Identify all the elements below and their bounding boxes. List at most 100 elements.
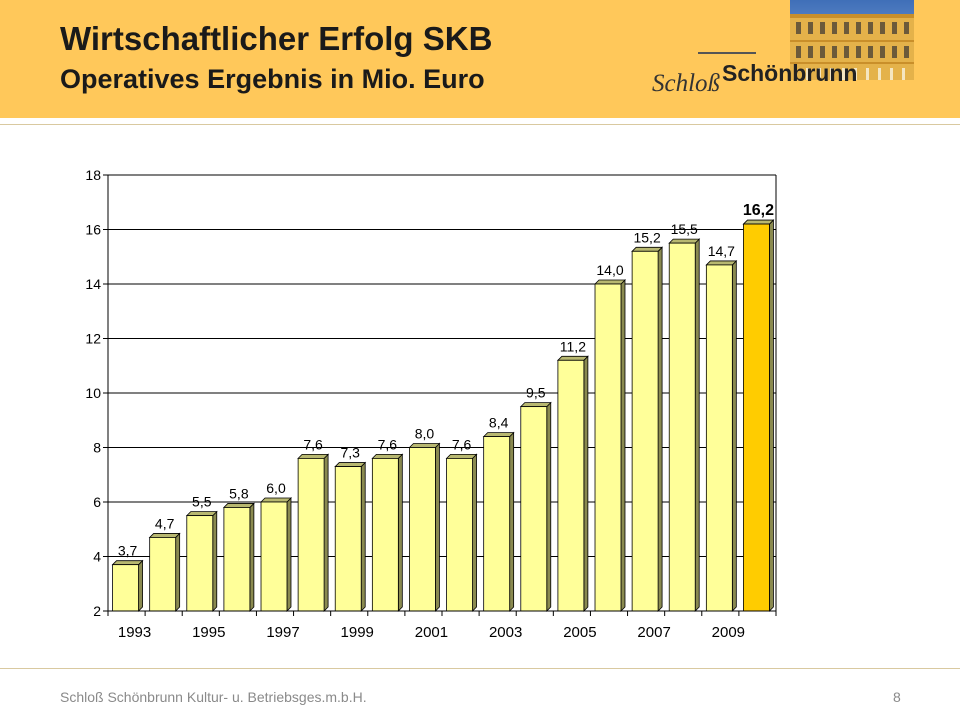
bar-2005: [556, 355, 589, 612]
grid-lines: [108, 174, 776, 557]
bar-front: [743, 223, 770, 612]
bar-front: [409, 447, 436, 612]
y-tick-label: 8: [93, 440, 101, 456]
bar-1994: [148, 532, 181, 612]
header-divider: [0, 124, 960, 125]
bar-2002: [445, 453, 478, 612]
data-label: 11,2: [560, 338, 586, 354]
page-number: 8: [893, 689, 901, 705]
bar-top: [111, 560, 144, 566]
bar-top: [260, 497, 292, 503]
bar-1998: [297, 453, 330, 612]
bar-front: [446, 457, 473, 612]
y-tick-label: 14: [85, 276, 101, 292]
bar-1996: [222, 502, 255, 612]
bar-top: [668, 238, 701, 244]
data-label: 5,5: [192, 494, 212, 510]
footer-company: Schloß Schönbrunn Kultur- u. Betriebsges…: [60, 689, 367, 705]
bar-top: [408, 443, 441, 448]
data-label: 15,5: [671, 221, 698, 237]
bar-side: [286, 497, 292, 612]
bar-side: [769, 219, 774, 612]
bars: [111, 219, 775, 612]
x-tick-label: 1995: [192, 624, 225, 641]
data-label: 7,6: [303, 436, 323, 452]
bar-front: [520, 406, 548, 612]
bar-2007: [631, 246, 664, 612]
bar-top: [705, 260, 738, 266]
bar-front: [705, 264, 733, 612]
bar-side: [175, 532, 181, 612]
data-label: 16,2: [743, 202, 774, 219]
bar-front: [149, 537, 177, 612]
data-label: 7,6: [378, 436, 398, 452]
logo-name: Schönbrunn: [722, 60, 858, 86]
y-tick-label: 6: [93, 494, 101, 510]
y-tick-label: 2: [93, 603, 101, 619]
x-tick-label: 1993: [118, 624, 151, 641]
data-label: 5,8: [229, 485, 249, 501]
bar-side: [212, 510, 218, 612]
data-label: 14,0: [596, 262, 623, 278]
bar-side: [360, 461, 366, 612]
data-label: 9,5: [526, 385, 546, 401]
bar-side: [435, 442, 440, 612]
y-tick-label: 18: [85, 167, 101, 183]
schoenbrunn-logo: Schloß Schönbrunn: [648, 0, 914, 118]
data-label: 7,3: [340, 445, 360, 461]
bar-side: [546, 401, 552, 612]
x-tick-label: 2007: [637, 624, 670, 641]
bar-side: [620, 279, 626, 612]
bar-2001: [408, 442, 441, 612]
x-tick-label: 2005: [563, 624, 596, 641]
bar-front: [223, 507, 251, 612]
bar-front: [631, 250, 659, 612]
bar-side: [138, 559, 143, 612]
data-label: 8,0: [415, 426, 435, 442]
bar-2003: [482, 431, 515, 612]
bar-front: [557, 359, 585, 612]
bar-2000: [371, 453, 404, 612]
bar-side: [583, 355, 589, 612]
bar-side: [731, 259, 737, 612]
bar-top: [445, 453, 478, 459]
data-label: 6,0: [266, 480, 286, 496]
bar-side: [694, 238, 700, 612]
bar-side: [657, 246, 663, 612]
bar-side: [323, 453, 329, 612]
data-label: 7,6: [452, 436, 472, 452]
data-label: 15,2: [633, 229, 660, 245]
bar-top: [185, 511, 218, 517]
page-subtitle: Operatives Ergebnis in Mio. Euro: [60, 64, 485, 94]
y-tick-label: 4: [93, 549, 101, 565]
bar-side: [472, 453, 477, 612]
data-labels: 3,7 4,7 5,5 5,8 6,0 7,6 7,3 7,6 8,0 7,6 8,4 9,5 11,2…: [118, 202, 774, 559]
data-label: 14,7: [708, 243, 735, 259]
bar-front: [483, 436, 511, 612]
bar-1999: [334, 461, 367, 612]
bar-top: [519, 402, 552, 408]
logo-prefix: Schloß: [652, 70, 721, 97]
bar-front: [668, 242, 696, 612]
bar-2004: [519, 401, 552, 612]
bar-2009: [705, 259, 738, 612]
axes: 2 4 6 8 10 12 14 16 18 1993 1995 1997 1999 2001 2003 20…: [85, 167, 777, 641]
bar-top: [594, 279, 626, 285]
bar-2010: [742, 219, 775, 612]
x-tick-label: 2003: [489, 624, 522, 641]
x-tick-label: 1997: [266, 624, 299, 641]
bar-top: [631, 246, 664, 252]
bar-1995: [185, 510, 218, 612]
bar-side: [249, 502, 255, 612]
data-label: 3,7: [118, 543, 138, 559]
bar-top: [148, 533, 181, 538]
y-tick-label: 10: [85, 385, 101, 401]
page-title: Wirtschaftlicher Erfolg SKB: [60, 20, 493, 57]
bar-front: [594, 283, 622, 612]
bar-2006: [594, 279, 626, 612]
bar-front: [334, 466, 362, 612]
y-tick-label: 16: [85, 222, 101, 238]
bar-top: [334, 462, 367, 467]
bar-top: [371, 453, 404, 459]
